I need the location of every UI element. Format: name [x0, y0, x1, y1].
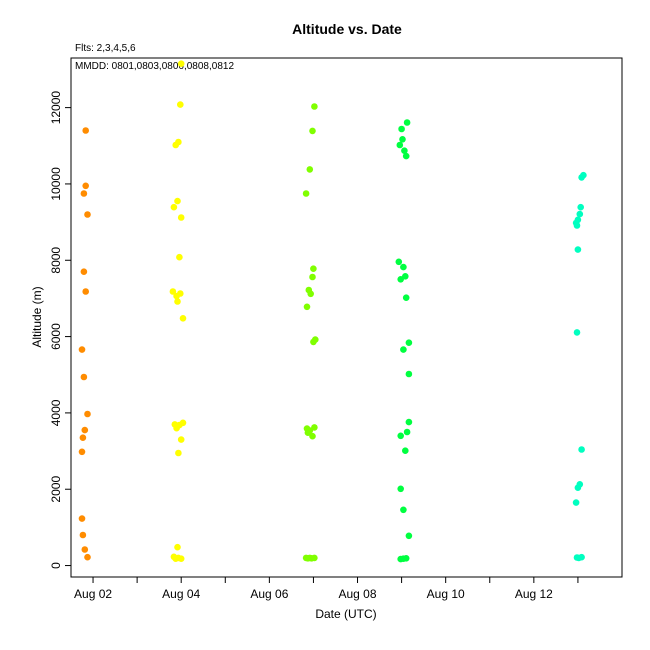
axes: Aug 02 Aug 04 Aug 06 Aug 08 Aug 10 Aug 12 0 200…	[49, 91, 579, 601]
data-point	[177, 290, 184, 297]
data-point	[306, 166, 314, 173]
data-point	[170, 203, 178, 211]
x-tick-label: Aug 08	[338, 587, 376, 601]
data-point	[172, 141, 179, 149]
x-tick-label: Aug 12	[515, 587, 553, 601]
data-point	[578, 174, 585, 181]
data-point	[82, 288, 89, 295]
data-point	[310, 338, 317, 346]
data-point	[177, 436, 185, 443]
data-point	[174, 298, 181, 305]
data-point	[304, 429, 312, 437]
data-point	[400, 263, 407, 271]
data-point	[82, 182, 89, 190]
chart-title: Altitude vs. Date	[292, 21, 402, 37]
data-point	[400, 346, 407, 353]
data-point	[79, 434, 87, 442]
y-tick-label: 0	[49, 562, 63, 569]
data-point	[311, 103, 318, 110]
data-point	[311, 424, 318, 431]
y-tick-label: 12000	[49, 91, 63, 125]
data-point	[311, 554, 318, 562]
data-point	[395, 258, 403, 266]
data-point	[302, 190, 310, 197]
data-points	[78, 60, 587, 563]
flights-subtitle: Flts: 2,3,4,5,6	[75, 43, 136, 54]
data-point	[401, 147, 408, 154]
y-tick-label: 4000	[49, 399, 63, 426]
data-point	[405, 370, 413, 378]
data-point	[397, 485, 405, 493]
data-point	[309, 432, 316, 440]
data-point	[84, 211, 91, 218]
data-point	[80, 268, 88, 276]
data-point	[403, 119, 411, 126]
data-point	[82, 127, 89, 134]
data-point	[398, 125, 405, 133]
x-tick-label: Aug 04	[162, 587, 200, 601]
x-tick-label: Aug 10	[427, 587, 465, 601]
data-point	[310, 265, 317, 273]
data-point	[303, 303, 311, 311]
data-point	[175, 449, 182, 457]
data-point	[577, 203, 584, 211]
data-point	[574, 484, 582, 492]
data-point	[576, 210, 584, 218]
plot-frame	[70, 57, 623, 578]
data-point	[574, 246, 582, 253]
data-point	[169, 288, 177, 295]
y-tick-label: 8000	[49, 247, 63, 274]
data-point	[177, 101, 184, 108]
data-point	[405, 418, 413, 426]
data-point	[405, 532, 413, 540]
data-point	[402, 555, 410, 562]
y-tick-label: 10000	[49, 167, 63, 201]
data-point	[572, 499, 580, 506]
data-point	[400, 506, 407, 514]
data-point	[396, 141, 404, 149]
data-point	[84, 553, 91, 561]
data-point	[78, 448, 86, 456]
data-point	[402, 152, 410, 160]
data-point	[399, 136, 406, 143]
data-point	[397, 276, 405, 283]
data-point	[402, 294, 410, 302]
data-point	[80, 373, 88, 381]
x-tick-label: Aug 02	[74, 587, 112, 601]
data-point	[573, 329, 581, 336]
x-tick-label: Aug 06	[250, 587, 288, 601]
x-axis-label: Date (UTC)	[315, 607, 376, 621]
data-point	[176, 253, 183, 261]
data-point	[179, 419, 187, 427]
data-point	[81, 426, 89, 434]
data-point	[78, 346, 86, 353]
data-point	[307, 290, 315, 298]
data-point	[80, 190, 88, 197]
data-point	[578, 446, 585, 453]
data-point	[179, 315, 187, 322]
y-tick-label: 6000	[49, 323, 63, 350]
data-point	[578, 553, 585, 561]
data-point	[403, 428, 411, 436]
data-point	[177, 214, 185, 221]
data-point	[84, 410, 91, 418]
data-point	[174, 197, 181, 205]
y-tick-label: 2000	[49, 476, 63, 503]
data-point	[174, 543, 181, 551]
data-point	[177, 555, 185, 562]
data-point	[79, 531, 87, 539]
data-point	[309, 127, 316, 135]
data-point	[573, 222, 581, 229]
y-axis-label: Altitude (m)	[30, 286, 44, 347]
data-point	[309, 273, 316, 281]
data-point	[78, 515, 86, 522]
date-annotation: MMDD: 0801,0803,0806,0808,0812	[75, 61, 234, 72]
data-point	[405, 339, 413, 347]
data-point	[397, 432, 405, 440]
data-point	[402, 447, 409, 455]
data-point	[177, 60, 185, 67]
data-point	[81, 546, 89, 553]
